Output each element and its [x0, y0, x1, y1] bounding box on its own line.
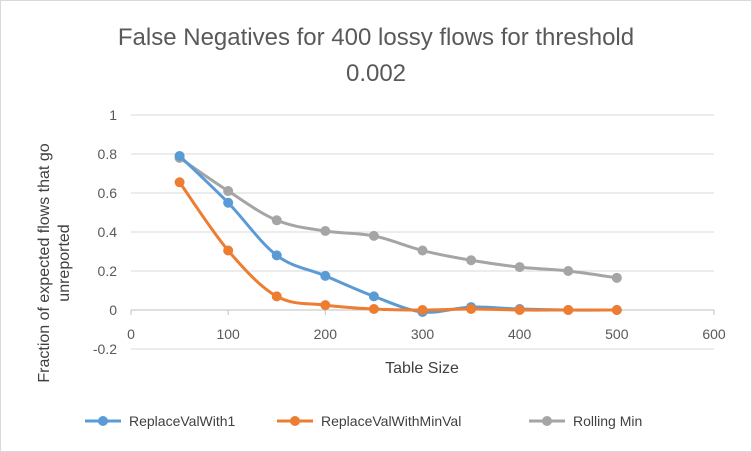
x-axis-label: Table Size: [385, 360, 459, 377]
series-line-replacevalwith1: [178, 154, 617, 314]
chart-title-line-1: False Negatives for 400 lossy flows for …: [118, 24, 634, 51]
legend: ReplaceValWith1 ReplaceValWithMinVal Rolli…: [85, 413, 642, 429]
series-line-rolling-min: [178, 156, 618, 280]
data-point-replacevalwith1: [271, 250, 282, 261]
data-point-replacevalwithminval: [223, 245, 234, 256]
data-point-replacevalwithminval: [611, 305, 622, 315]
data-point-rolling-min: [417, 245, 428, 256]
data-point-replacevalwithminval: [271, 291, 282, 302]
chart-title-line-2: 0.002: [346, 60, 406, 87]
y-tick-label: 1: [109, 107, 117, 123]
x-tick-label: 500: [605, 326, 629, 342]
data-point-rolling-min: [611, 272, 622, 283]
legend-swatch-marker-replacevalwith1: [98, 416, 108, 426]
data-point-rolling-min: [320, 226, 331, 237]
y-axis-label-line-2: unreported: [56, 224, 73, 301]
x-tick-label: 600: [702, 326, 726, 342]
legend-swatch-marker-replacevalwithminval: [290, 416, 300, 426]
data-point-replacevalwith1: [320, 270, 331, 281]
data-point-rolling-min: [563, 266, 574, 276]
data-point-rolling-min: [271, 215, 282, 226]
legend-swatch-marker-rolling-min: [542, 416, 552, 426]
x-axis-ticks: 0 100 200 300 400 500 600: [127, 309, 726, 342]
y-tick-label: 0.2: [98, 263, 118, 279]
y-axis-label-line-1: Fraction of expected flows that go: [36, 143, 53, 382]
data-point-rolling-min: [514, 262, 525, 273]
series-layer: [174, 150, 622, 317]
y-tick-label: -0.2: [93, 341, 117, 357]
data-point-rolling-min: [466, 255, 477, 266]
y-tick-label: 0.8: [98, 146, 118, 162]
data-point-replacevalwithminval: [563, 305, 574, 315]
data-point-replacevalwith1: [368, 291, 379, 302]
data-point-replacevalwithminval: [514, 305, 525, 315]
y-tick-label: 0: [109, 302, 117, 318]
data-point-rolling-min: [223, 186, 234, 197]
y-axis-ticks: -0.2 0 0.2 0.4 0.6 0.8 1: [93, 107, 117, 357]
series-line-replacevalwithminval: [178, 181, 617, 312]
data-point-replacevalwithminval: [320, 300, 331, 311]
x-tick-label: 400: [508, 326, 532, 342]
x-tick-label: 300: [411, 326, 435, 342]
data-point-replacevalwithminval: [466, 304, 477, 315]
data-point-replacevalwith1: [223, 197, 234, 208]
x-tick-label: 200: [314, 326, 338, 342]
y-tick-label: 0.4: [98, 224, 118, 240]
data-point-replacevalwith1: [174, 150, 185, 161]
data-point-rolling-min: [368, 230, 379, 241]
data-point-replacevalwithminval: [417, 305, 428, 315]
x-tick-label: 100: [216, 326, 240, 342]
legend-label-rolling-min: Rolling Min: [573, 413, 642, 429]
y-tick-label: 0.6: [98, 185, 118, 201]
data-point-replacevalwithminval: [174, 177, 185, 188]
legend-label-replacevalwithminval: ReplaceValWithMinVal: [321, 413, 461, 429]
data-point-replacevalwithminval: [368, 304, 379, 315]
x-tick-label: 0: [127, 326, 135, 342]
legend-label-replacevalwith1: ReplaceValWith1: [129, 413, 236, 429]
